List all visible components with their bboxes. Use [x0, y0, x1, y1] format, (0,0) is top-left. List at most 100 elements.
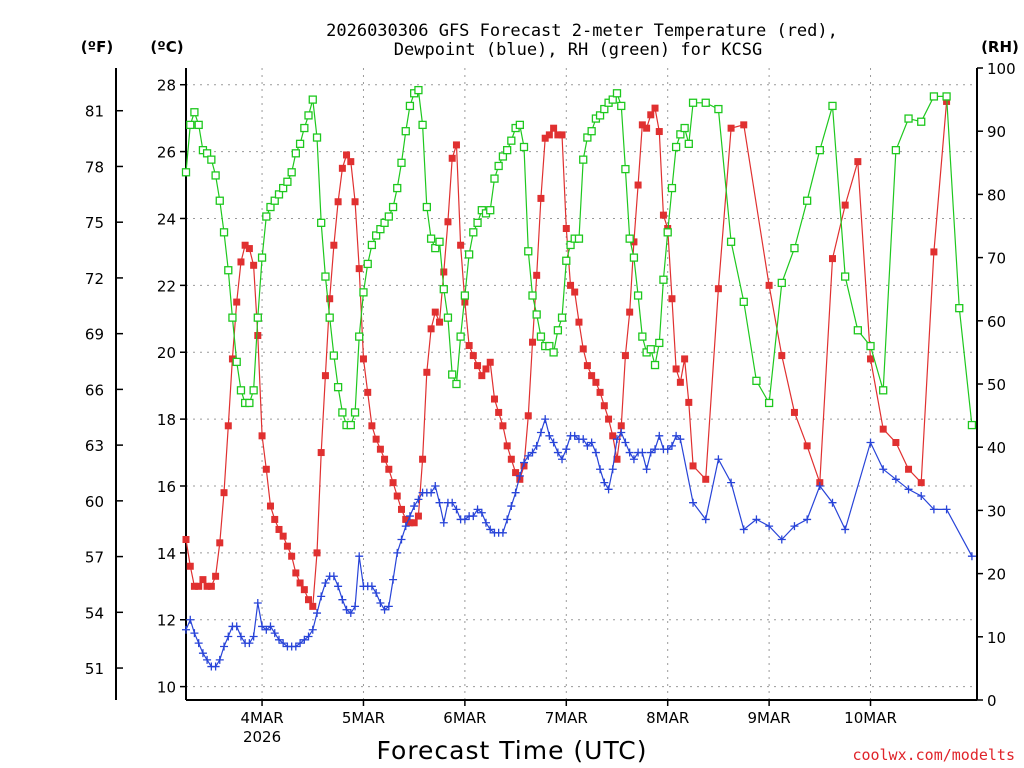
dewpoint-point [182, 625, 190, 634]
dewpoint-point [676, 435, 685, 444]
chart-title-line-2: Dewpoint (blue), RH (green) for KCSG [394, 40, 762, 60]
rh-point [790, 243, 799, 253]
dewpoint-point [452, 505, 461, 514]
dewpoint-point [967, 552, 976, 561]
temperature-point [550, 124, 558, 132]
temperature-point [461, 298, 469, 306]
temperature-point [647, 111, 655, 119]
rh-point [714, 104, 723, 114]
temperature-point [579, 345, 587, 353]
fahrenheit-tick-label: 69 [85, 326, 104, 344]
rh-point [891, 146, 901, 155]
dewpoint-point [739, 525, 748, 534]
rh-point [629, 253, 639, 262]
temperature-point [376, 445, 384, 453]
rh-point [866, 341, 875, 351]
temperature-point [436, 318, 444, 326]
dewpoint-point [203, 655, 212, 664]
dewpoint-point [279, 639, 288, 648]
rh-point [350, 408, 360, 417]
temperature-point [562, 225, 570, 233]
temperature-point [685, 398, 693, 406]
rh-point [329, 351, 339, 360]
temperature-point [182, 535, 190, 543]
rh-point [469, 228, 478, 237]
dewpoint-point [667, 441, 676, 450]
rh-point [426, 234, 436, 243]
dewpoint-point [346, 609, 355, 618]
rh-point [224, 266, 233, 275]
rh-point [519, 142, 529, 152]
rh-point [401, 127, 410, 136]
dewpoint-series [182, 415, 976, 671]
rh-point [262, 212, 271, 221]
rh-point [557, 313, 567, 322]
dewpoint-point [625, 448, 634, 457]
rh-point [879, 386, 888, 395]
rh-point [498, 152, 508, 161]
temperature-point [503, 442, 511, 450]
rh-point [600, 104, 609, 114]
rh-tick-label: 50 [987, 376, 1006, 394]
dewpoint-point [380, 605, 389, 614]
temperature-point [841, 201, 849, 209]
temperature-point [254, 332, 262, 340]
rh-point [460, 291, 470, 300]
dewpoint-point [448, 498, 457, 507]
date-tick-label: 10MAR [844, 709, 897, 727]
rh-point [638, 332, 647, 341]
rh-point [659, 275, 668, 284]
dewpoint-point [253, 599, 262, 608]
celsius-tick-label: 14 [157, 545, 176, 563]
dewpoint-point [638, 448, 647, 457]
rh-point [291, 149, 300, 158]
temperature-point [397, 505, 405, 513]
dewpoint-point [608, 465, 617, 474]
temperature-point [338, 164, 346, 172]
fahrenheit-tick-label: 72 [85, 270, 104, 288]
dewpoint-point [304, 632, 313, 641]
temperature-point [474, 362, 482, 370]
rh-point [625, 234, 634, 243]
temperature-point [634, 181, 642, 189]
rh-point [595, 111, 605, 120]
rh-point [684, 139, 693, 148]
rh-point [202, 149, 212, 158]
dewpoint-point [414, 495, 423, 504]
dewpoint-point [342, 605, 351, 614]
temperature-point [803, 442, 811, 450]
rh-point [266, 202, 275, 212]
dewpoint-point [481, 518, 490, 527]
rh-point [853, 326, 862, 335]
rh-point [333, 383, 343, 392]
rh-point [917, 117, 926, 126]
fahrenheit-unit-label: (ºF) [81, 38, 113, 56]
date-tick-label: 7MAR [545, 709, 588, 727]
rh-point [503, 146, 512, 155]
rh-point [317, 218, 326, 227]
dewpoint-point [727, 478, 736, 487]
rh-point [473, 218, 482, 227]
temperature-point [364, 388, 372, 396]
rh-point [528, 291, 537, 300]
dewpoint-point [629, 455, 638, 464]
temperature-point [237, 258, 245, 266]
dewpoint-point [604, 485, 613, 494]
dewpoint-point [507, 502, 516, 511]
fahrenheit-tick-label: 78 [85, 158, 104, 176]
rh-point [549, 348, 558, 357]
rh-point [448, 370, 457, 379]
temperature-point [266, 502, 274, 510]
rh-point [574, 234, 584, 243]
rh-point [739, 297, 748, 306]
rh-point [667, 183, 677, 193]
temperature-point [452, 141, 460, 149]
temperature-point [879, 425, 887, 433]
temperature-point [321, 372, 329, 380]
temperature-point [512, 469, 520, 477]
date-tick-label: 9MAR [748, 709, 791, 727]
fahrenheit-tick-label: 75 [85, 214, 104, 232]
temperature-point [588, 372, 596, 380]
rh-point [283, 177, 292, 186]
date-tick-label: 6MAR [443, 709, 486, 727]
